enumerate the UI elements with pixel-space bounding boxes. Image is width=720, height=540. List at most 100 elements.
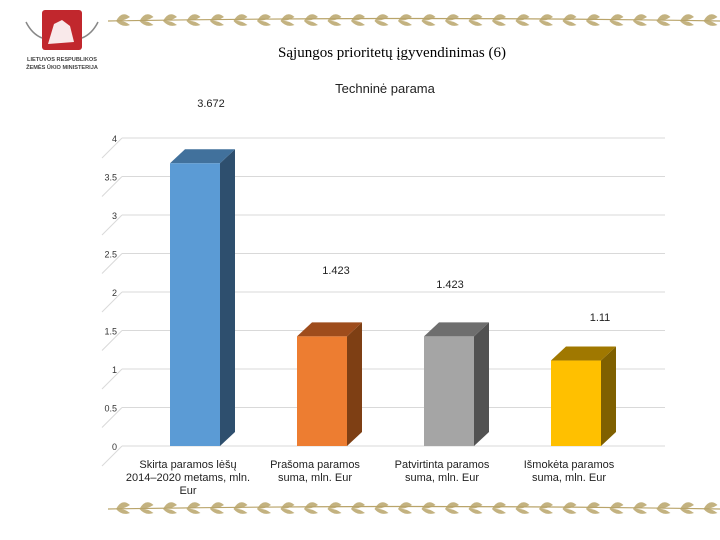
ornament-leaf bbox=[257, 502, 271, 514]
ornament-leaf bbox=[680, 502, 694, 514]
category-label-line: Skirta paramos lėšų bbox=[139, 459, 236, 471]
ornament-leaf bbox=[539, 502, 553, 514]
ornament-leaf bbox=[210, 14, 224, 26]
ornament-leaf bbox=[586, 502, 600, 514]
gridline-depth bbox=[101, 368, 123, 390]
ornament-leaf bbox=[186, 502, 201, 514]
ornament-leaf bbox=[633, 14, 647, 26]
laurel-right bbox=[81, 21, 99, 39]
category-label-line: 2014–2020 metams, mln. bbox=[126, 472, 250, 484]
gridline-depth bbox=[101, 176, 123, 197]
bar-front bbox=[551, 360, 601, 446]
logo-text-line-2: ŽEMĖS ŪKIO MINISTERIJA bbox=[26, 63, 98, 71]
ornament-leaf bbox=[116, 502, 130, 514]
bottom-ornament-border bbox=[108, 502, 720, 514]
category-label-1: Skirta paramos lėšų 2014–2020 metams, mln… bbox=[126, 459, 250, 497]
ornament-leaf bbox=[233, 502, 248, 514]
ornament-leaf bbox=[468, 14, 483, 26]
ornament-leaf bbox=[233, 14, 248, 26]
ornament-leaf bbox=[374, 502, 389, 514]
ornament-leaf bbox=[656, 502, 671, 514]
ornament-leaf bbox=[703, 14, 718, 26]
ornament-leaf bbox=[186, 14, 201, 26]
ornament-leaf bbox=[304, 14, 318, 26]
ornament-leaf bbox=[515, 14, 530, 26]
gridline-depth bbox=[101, 330, 123, 351]
category-label-4: Išmokėta paramos suma, mln. Eur bbox=[524, 459, 615, 484]
ornament-leaf bbox=[586, 14, 600, 26]
slide-title: Sąjungos prioritetų įgyvendinimas (6) bbox=[278, 45, 506, 61]
ornament-leaf bbox=[562, 502, 577, 514]
ornament-leaf bbox=[680, 14, 694, 26]
ornament-leaf bbox=[421, 502, 436, 514]
ornament-leaf bbox=[656, 14, 671, 26]
bar-4 bbox=[551, 346, 616, 446]
y-tick-label: 0.5 bbox=[104, 404, 117, 414]
ornament-leaf bbox=[304, 502, 318, 514]
ornament-leaf bbox=[374, 14, 389, 26]
bar-side bbox=[347, 322, 362, 446]
ornament-leaf bbox=[163, 14, 177, 26]
ministry-logo: LIETUVOS RESPUBLIKOS ŽEMĖS ŪKIO MINISTER… bbox=[25, 10, 99, 71]
y-axis-ticks: 0 0.5 1 1.5 2 2.5 3 3.5 4 bbox=[104, 134, 117, 452]
top-ornament-border bbox=[108, 14, 720, 26]
ornament-leaf bbox=[139, 14, 154, 26]
ornament-leaf bbox=[468, 502, 483, 514]
ornament-leaf bbox=[609, 502, 624, 514]
bar-top bbox=[297, 322, 362, 337]
bar-3 bbox=[424, 322, 489, 446]
category-label-line: suma, mln. Eur bbox=[532, 472, 606, 484]
ornament-leaf bbox=[351, 502, 365, 514]
y-tick-label: 1.5 bbox=[104, 327, 117, 337]
bar-2 bbox=[297, 322, 362, 446]
y-tick-label: 2 bbox=[112, 288, 117, 298]
ornament-leaf bbox=[280, 502, 295, 514]
logo-text-line-1: LIETUVOS RESPUBLIKOS bbox=[27, 57, 97, 63]
bar-side bbox=[474, 322, 489, 446]
ornament-leaf bbox=[398, 502, 412, 514]
category-label-line: Eur bbox=[179, 485, 196, 497]
y-tick-label: 1 bbox=[112, 365, 117, 375]
category-label-line: suma, mln. Eur bbox=[278, 472, 352, 484]
bar-side bbox=[601, 346, 616, 446]
ornament-leaf bbox=[445, 14, 459, 26]
ornament-leaf bbox=[492, 502, 506, 514]
y-tick-label: 2.5 bbox=[104, 250, 117, 260]
bar-side bbox=[220, 149, 235, 447]
bar-1 bbox=[170, 149, 235, 447]
ornament-leaf bbox=[327, 502, 342, 514]
gridline-depth bbox=[101, 214, 123, 236]
bars bbox=[170, 149, 616, 447]
chart-title: Techninė parama bbox=[335, 81, 435, 96]
ornament-leaf bbox=[398, 14, 412, 26]
bar-front bbox=[297, 336, 347, 446]
data-label-4: 1.11 bbox=[590, 312, 611, 324]
ornament-leaf bbox=[539, 14, 553, 26]
gridline-depth bbox=[101, 253, 123, 274]
y-tick-label: 0 bbox=[112, 442, 117, 452]
ornament-leaf bbox=[351, 14, 365, 26]
category-label-line: Prašoma paramos bbox=[270, 459, 360, 471]
data-label-1: 3.672 bbox=[197, 98, 225, 110]
y-tick-label: 3 bbox=[112, 211, 117, 221]
data-label-2: 1.423 bbox=[322, 265, 350, 277]
ornament-leaf bbox=[257, 14, 271, 26]
bar-top bbox=[170, 149, 235, 164]
category-label-2: Prašoma paramos suma, mln. Eur bbox=[270, 459, 360, 484]
category-label-line: suma, mln. Eur bbox=[405, 472, 479, 484]
bar-front bbox=[424, 336, 474, 446]
ornament-leaf bbox=[116, 14, 130, 26]
gridline-depth bbox=[101, 407, 123, 428]
ornament-leaf bbox=[327, 14, 342, 26]
gridline-depth bbox=[101, 291, 123, 313]
ornament-leaf bbox=[210, 502, 224, 514]
ornament-leaf bbox=[445, 502, 459, 514]
data-labels: 3.672 1.423 1.423 1.11 bbox=[197, 98, 610, 324]
category-label-line: Patvirtinta paramos bbox=[395, 459, 490, 471]
y-tick-label: 4 bbox=[112, 134, 117, 144]
category-label-3: Patvirtinta paramos suma, mln. Eur bbox=[395, 459, 490, 484]
ornament-leaf bbox=[562, 14, 577, 26]
bar-front bbox=[170, 163, 220, 447]
category-labels: Skirta paramos lėšų 2014–2020 metams, mln… bbox=[126, 459, 615, 497]
ornament-leaf bbox=[703, 502, 718, 514]
